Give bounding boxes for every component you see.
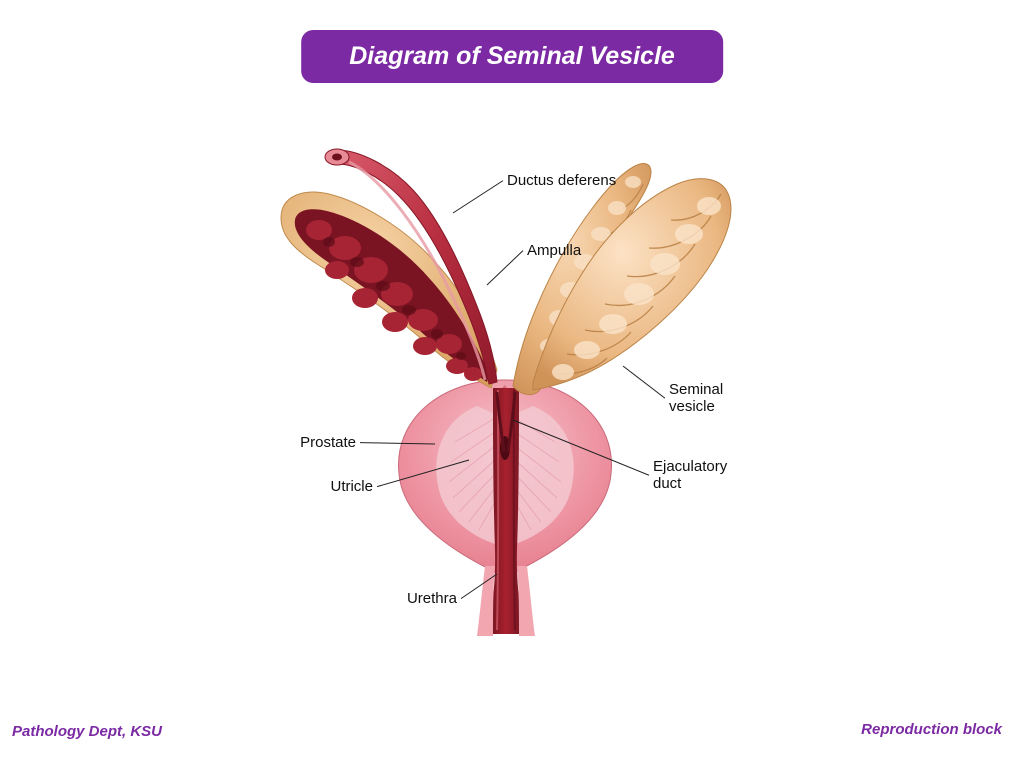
label-urethra-line: Urethra bbox=[407, 590, 457, 607]
label-ampulla-line: Ampulla bbox=[527, 242, 581, 259]
title-box: Diagram of Seminal Vesicle bbox=[301, 30, 723, 83]
title-text: Diagram of Seminal Vesicle bbox=[349, 42, 675, 70]
label-seminal_vesicle: Seminalvesicle bbox=[669, 381, 723, 416]
label-prostate: Prostate bbox=[300, 434, 356, 451]
label-ductus_deferens-line: Ductus deferens bbox=[507, 172, 616, 189]
label-ejaculatory_duct: Ejaculatoryduct bbox=[653, 458, 727, 493]
label-ejaculatory_duct-line: Ejaculatory bbox=[653, 458, 727, 475]
label-prostate-line: Prostate bbox=[300, 434, 356, 451]
anatomy-figure: Ductus deferens Ampulla Seminalvesicle Ejac… bbox=[241, 130, 781, 650]
footer-left: Pathology Dept, KSU bbox=[12, 723, 162, 740]
label-seminal_vesicle-line: vesicle bbox=[669, 398, 715, 415]
label-ejaculatory_duct-line: duct bbox=[653, 475, 681, 492]
label-seminal_vesicle-line: Seminal bbox=[669, 381, 723, 398]
label-urethra: Urethra bbox=[407, 590, 457, 607]
label-utricle: Utricle bbox=[330, 478, 373, 495]
label-ampulla: Ampulla bbox=[527, 242, 581, 259]
footer-right: Reproduction block bbox=[861, 721, 1002, 738]
label-utricle-line: Utricle bbox=[330, 478, 373, 495]
label-ductus_deferens: Ductus deferens bbox=[507, 172, 616, 189]
